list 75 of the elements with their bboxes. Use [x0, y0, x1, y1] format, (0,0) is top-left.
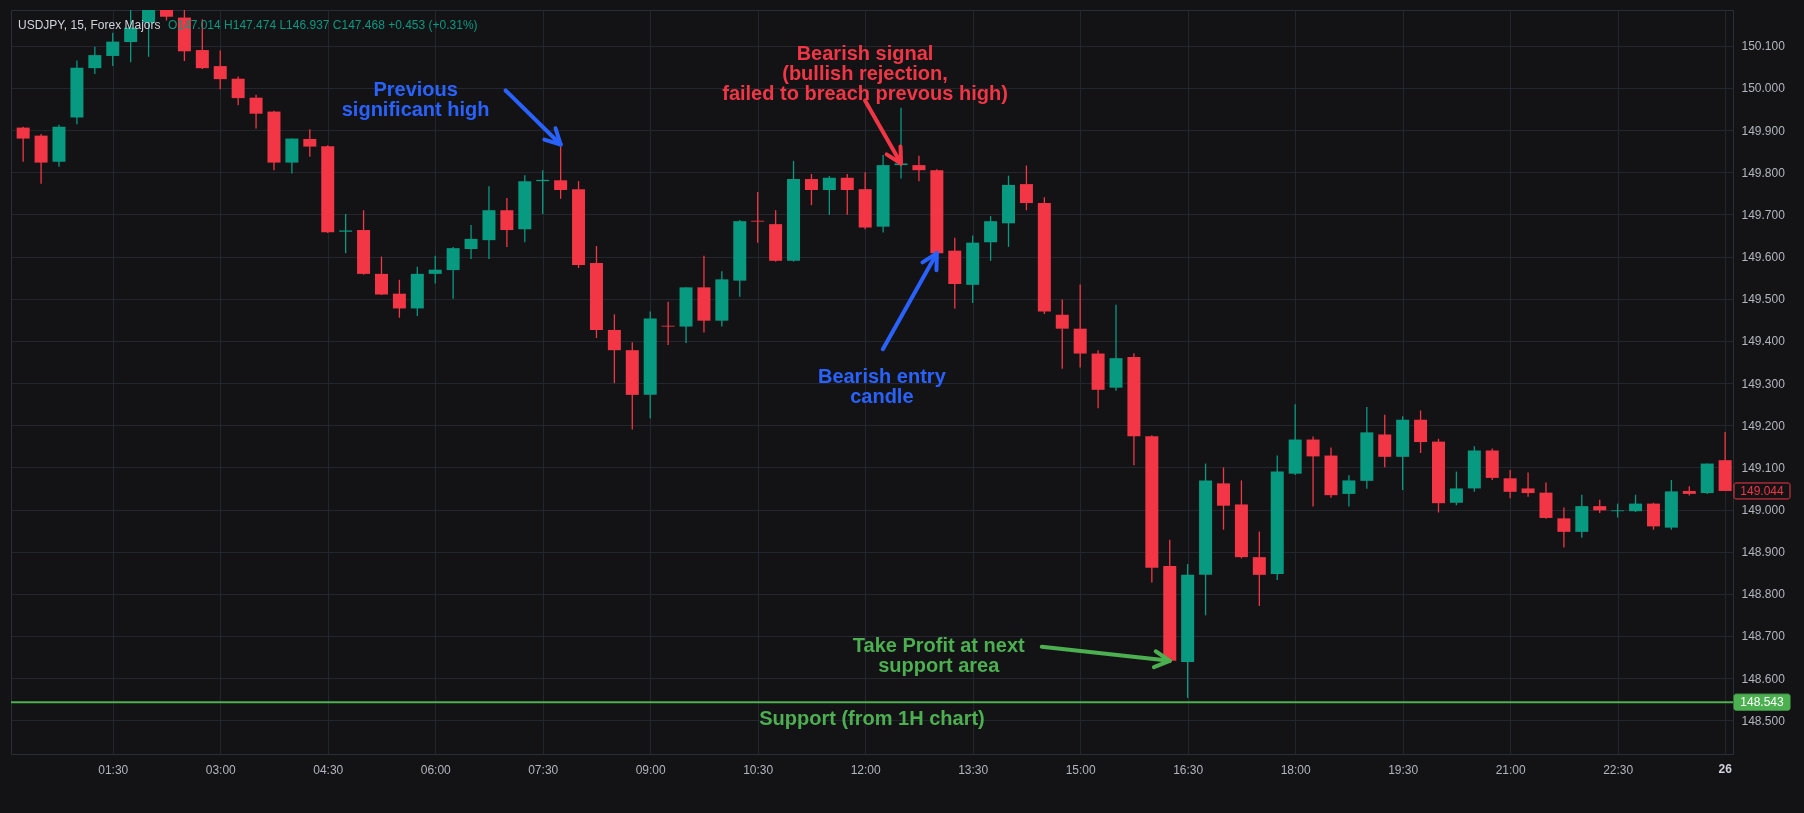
candlestick: [984, 215, 998, 262]
candlestick: [1019, 164, 1033, 211]
candlestick: [840, 173, 854, 216]
candlestick: [374, 255, 388, 296]
y-tick-label: 149.600: [1741, 250, 1786, 265]
x-tick-label: 06:00: [420, 762, 452, 777]
candlestick: [464, 224, 478, 260]
candlestick: [1217, 466, 1230, 531]
ref-line-label: 148.543: [1740, 695, 1785, 710]
candlestick: [88, 46, 102, 75]
candlestick: [303, 128, 317, 158]
x-tick-label: 22:30: [1603, 762, 1634, 777]
candlestick: [1557, 506, 1571, 549]
y-tick-label: 149.400: [1741, 334, 1786, 349]
candlestick: [1306, 435, 1320, 508]
x-tick-label: 04:30: [313, 762, 344, 777]
x-tick-label: 12:00: [850, 762, 882, 777]
candlestick: [822, 175, 836, 216]
candlestick: [249, 94, 263, 130]
annotation: Bearish entry candle: [817, 365, 947, 408]
candlestick: [1521, 471, 1535, 498]
y-tick-label: 149.100: [1741, 460, 1786, 475]
candlestick: [106, 32, 120, 67]
candlestick: [912, 155, 926, 182]
x-tick-label: 16:30: [1173, 762, 1204, 777]
candlestick: [1252, 530, 1266, 607]
candlestick: [213, 49, 227, 90]
x-tick-label: 15:00: [1065, 762, 1097, 777]
x-tick-label: 21:00: [1495, 762, 1526, 777]
candlestick: [751, 191, 765, 244]
y-tick-label: 148.800: [1741, 587, 1786, 602]
candlestick: [231, 75, 245, 106]
x-tick-label: 13:30: [958, 762, 989, 777]
x-tick-label: 07:30: [528, 762, 559, 777]
y-tick-label: 149.300: [1741, 376, 1786, 391]
y-tick-label: 149.500: [1741, 292, 1786, 307]
candlestick: [1449, 470, 1463, 506]
x-tick-label: 03:00: [205, 762, 237, 777]
y-tick-label: 149.000: [1741, 503, 1786, 518]
annotation: Take Profit at next support area: [852, 633, 1026, 676]
annotation: Bearish signal (bullish rejection, failed to breach prevous high): [722, 42, 1008, 105]
text: 149.044: [1740, 483, 1785, 498]
candlestick: [339, 213, 353, 254]
y-tick-label: 150.000: [1741, 81, 1786, 96]
candlestick: [446, 246, 460, 300]
candlestick: [16, 126, 30, 163]
x-tick-label: 18:00: [1280, 762, 1311, 777]
y-tick-label: 149.900: [1741, 123, 1786, 138]
x-tick-label: 19:30: [1388, 762, 1419, 777]
candlestick: [607, 313, 621, 384]
candlestick: [1378, 414, 1392, 469]
y-tick-label: 148.900: [1741, 545, 1786, 560]
x-tick-label: 01:30: [98, 762, 129, 777]
x-tick-label: 09:00: [635, 762, 667, 777]
y-tick-label: 148.600: [1741, 671, 1786, 686]
annotation: Previous significant high: [341, 78, 490, 121]
candlestick: [392, 279, 406, 319]
text: 26: [1718, 762, 1733, 776]
candlestick: [1055, 298, 1069, 370]
candlestick: [1646, 502, 1660, 531]
y-tick-label: 149.800: [1741, 165, 1786, 180]
annotation: Support (from 1H chart): [759, 707, 985, 730]
y-tick-label: 150.100: [1741, 39, 1786, 54]
x-tick-label: 10:30: [743, 762, 774, 777]
candlestick: [661, 301, 675, 346]
y-tick-label: 148.700: [1741, 629, 1786, 644]
candlestick: [1342, 474, 1356, 508]
y-tick-label: 149.200: [1741, 418, 1786, 433]
y-tick-label: 149.700: [1741, 207, 1786, 222]
candlestick: [428, 255, 442, 285]
candlestick: [804, 173, 818, 206]
candlestick: [500, 197, 514, 248]
y-tick-label: 148.500: [1741, 713, 1786, 728]
candlestick: [1503, 469, 1517, 499]
candlestick: [1414, 409, 1428, 454]
